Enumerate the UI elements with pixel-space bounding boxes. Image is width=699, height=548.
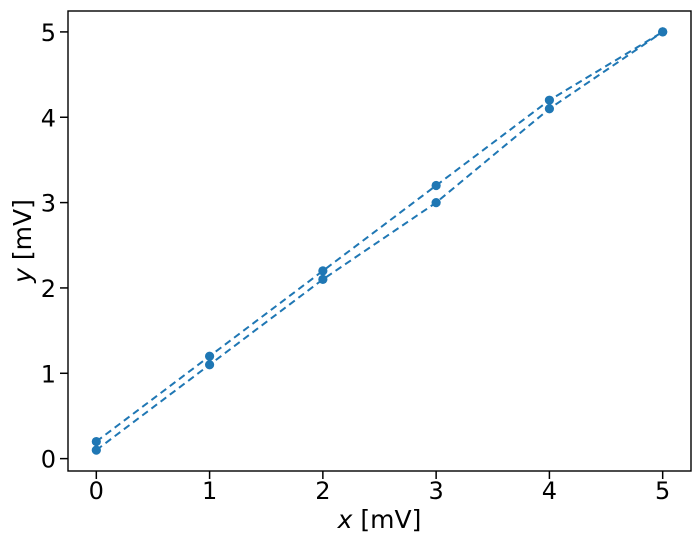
data-point-series-1 [544, 95, 555, 105]
x-tick-label: 1 [202, 477, 217, 505]
y-tick-label: 5 [41, 19, 56, 47]
data-point-series-1 [318, 266, 328, 276]
data-point-series-1 [204, 351, 215, 361]
y-axis-label: y [mV] [8, 199, 37, 284]
x-tick-label: 3 [428, 477, 443, 505]
data-point-series-2 [318, 274, 328, 285]
data-point-series-2 [544, 104, 555, 114]
data-point-series-1 [431, 180, 441, 191]
data-point-series-2 [658, 27, 668, 37]
data-point-series-1 [91, 436, 101, 447]
y-tick-label: 0 [41, 446, 56, 474]
x-tick-label: 0 [89, 477, 104, 505]
plot-border [67, 10, 692, 472]
y-tick-label: 2 [41, 275, 56, 303]
y-tick-label: 3 [41, 190, 56, 218]
x-tick-label: 2 [315, 477, 330, 505]
data-point-series-2 [91, 445, 101, 455]
series-line-2 [95, 31, 664, 451]
data-point-series-2 [431, 197, 441, 208]
x-tick-label: 4 [542, 477, 557, 505]
x-axis-label: x [mV] [337, 505, 422, 534]
y-tick-label: 4 [41, 104, 56, 132]
y-tick-label: 1 [41, 360, 56, 388]
series-line-1 [95, 31, 664, 443]
data-point-series-2 [204, 360, 215, 370]
x-tick-label: 5 [655, 477, 670, 505]
